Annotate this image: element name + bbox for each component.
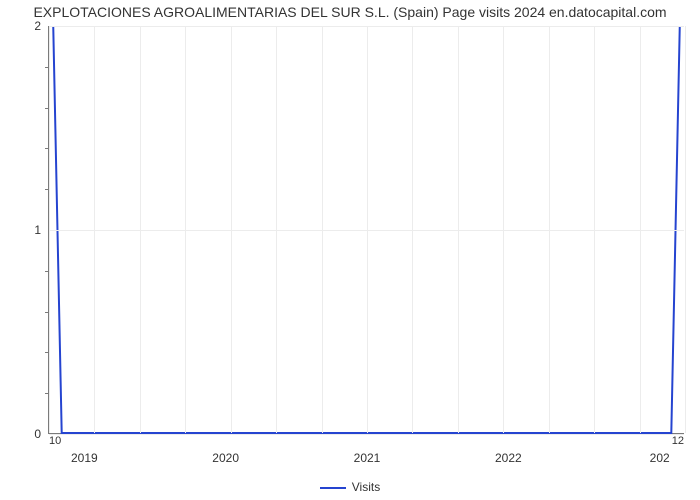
secondary-x-left: 10	[49, 433, 61, 447]
y-minor-tick	[45, 393, 49, 394]
y-minor-tick	[45, 108, 49, 109]
y-minor-tick	[45, 148, 49, 149]
x-tick-label: 2020	[212, 433, 239, 465]
plot-region: 10 12 0122019202020212022202	[48, 26, 684, 434]
grid-horizontal	[49, 230, 684, 231]
x-tick-label: 202	[650, 433, 670, 465]
y-minor-tick	[45, 271, 49, 272]
grid-vertical	[685, 26, 686, 433]
y-minor-tick	[45, 189, 49, 190]
x-tick-label: 2022	[495, 433, 522, 465]
chart-title: EXPLOTACIONES AGROALIMENTARIAS DEL SUR S…	[0, 4, 700, 20]
y-minor-tick	[45, 352, 49, 353]
x-tick-label: 2019	[71, 433, 98, 465]
legend-swatch	[320, 487, 346, 489]
chart-area: 10 12 0122019202020212022202	[48, 26, 684, 434]
secondary-x-right: 12	[672, 433, 684, 447]
y-tick-label: 0	[34, 427, 49, 441]
y-minor-tick	[45, 312, 49, 313]
y-tick-label: 2	[34, 19, 49, 33]
y-tick-label: 1	[34, 223, 49, 237]
x-tick-label: 2021	[354, 433, 381, 465]
grid-horizontal	[49, 26, 684, 27]
y-minor-tick	[45, 67, 49, 68]
legend: Visits	[0, 480, 700, 494]
legend-label: Visits	[352, 480, 380, 494]
